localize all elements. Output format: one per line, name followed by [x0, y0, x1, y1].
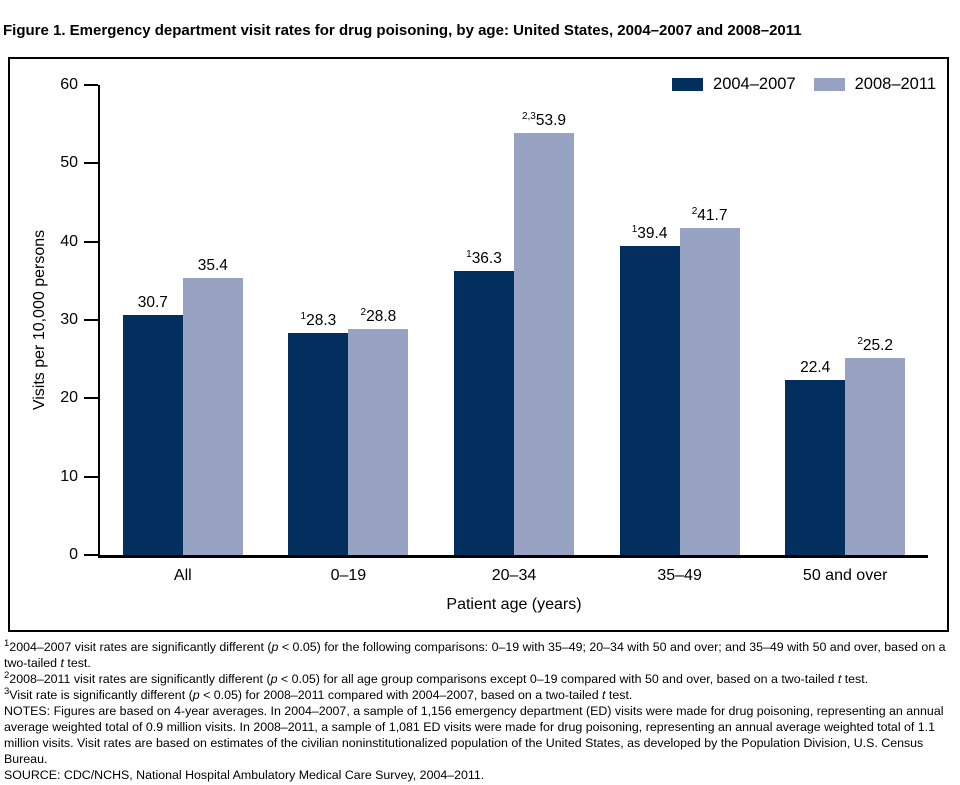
- bar-value-label: 22.4: [800, 358, 831, 376]
- significance-superscript: 1: [300, 311, 307, 323]
- legend-item: 2004–2007: [672, 75, 796, 94]
- bar-value-label: 136.3: [466, 248, 502, 267]
- bar: [122, 314, 183, 555]
- footnote-line: 3Visit rate is significantly different (…: [4, 685, 633, 702]
- footnote-line: NOTES: Figures are based on 4-year avera…: [4, 704, 944, 766]
- y-axis-tick: [84, 554, 98, 556]
- y-axis-tick: [84, 397, 98, 400]
- x-category-label: 20–34: [491, 567, 537, 584]
- y-axis-line: [98, 85, 100, 558]
- footnote-superscript: 2: [4, 669, 10, 681]
- bar-value-label: 35.4: [197, 256, 228, 274]
- bar-value-label: 228.8: [360, 307, 397, 326]
- bar: [845, 357, 906, 555]
- y-axis-title: Visits per 10,000 persons: [31, 229, 48, 411]
- legend: 2004–2007 2008–2011: [672, 75, 936, 94]
- bar: [514, 132, 574, 555]
- bar: [454, 270, 514, 555]
- legend-item: 2008–2011: [813, 75, 936, 94]
- x-axis-line: [98, 555, 928, 558]
- y-axis-tick-label: 50: [60, 154, 78, 172]
- x-category-label: All: [173, 567, 192, 584]
- significance-superscript: 1: [466, 248, 472, 260]
- x-category-label: 35–49: [657, 567, 702, 584]
- footnote-superscript: 1: [4, 637, 10, 649]
- y-axis-tick: [84, 84, 98, 86]
- y-axis-tick-label: 10: [60, 467, 78, 485]
- footnote-line: 22008–2011 visit rates are significantly…: [4, 669, 869, 686]
- x-axis-title: Patient age (years): [446, 596, 582, 613]
- y-axis-tick-label: 30: [60, 311, 78, 328]
- significance-superscript: 2,3: [521, 110, 536, 122]
- figure-title: Figure 1. Emergency department visit rat…: [3, 22, 802, 39]
- plot-area: 0 10 20 30 40 50 60 30.7 35.4 All 128.3 228.8 0–19 13…: [10, 59, 947, 630]
- bar-value-label: 2,353.9: [521, 110, 567, 129]
- bar: [348, 329, 409, 555]
- bar: [679, 228, 740, 555]
- chart-frame: 0 10 20 30 40 50 60 30.7 35.4 All 128.3 228.8 0–19 13…: [8, 57, 949, 632]
- bar-value-label: 241.7: [691, 206, 728, 225]
- y-axis-tick: [84, 475, 98, 478]
- legend-label: 2008–2011: [854, 75, 936, 93]
- y-axis-tick: [84, 240, 98, 243]
- legend-swatch: [813, 78, 845, 91]
- bar: [182, 277, 243, 555]
- significance-superscript: 2: [691, 206, 698, 218]
- bar-value-label: 128.3: [300, 311, 337, 330]
- y-axis-tick-label: 20: [60, 389, 78, 407]
- legend-label: 2004–2007: [713, 75, 796, 93]
- bar-value-label: 139.4: [631, 224, 668, 243]
- bar: [619, 246, 680, 555]
- bar-value-label: 225.2: [857, 335, 894, 354]
- bar: [785, 379, 846, 555]
- y-axis-tick: [84, 162, 98, 165]
- significance-superscript: 2: [360, 307, 367, 319]
- x-category-label: 50 and over: [802, 567, 888, 584]
- footnotes: 12004–2007 visit rates are significantly…: [4, 639, 956, 783]
- bar: [288, 333, 349, 555]
- footnote-line: 12004–2007 visit rates are significantly…: [4, 637, 946, 670]
- y-axis-tick-label: 40: [60, 232, 78, 250]
- footnote-line: SOURCE: CDC/NCHS, National Hospital Ambu…: [4, 768, 485, 782]
- y-axis-tick-label: 0: [69, 546, 78, 563]
- footnote-superscript: 3: [4, 685, 10, 697]
- significance-superscript: 1: [631, 224, 638, 236]
- significance-superscript: 2: [857, 335, 863, 347]
- x-category-label: 0–19: [330, 567, 367, 584]
- y-axis-tick: [84, 319, 98, 321]
- bar-value-label: 30.7: [137, 293, 168, 311]
- legend-swatch: [672, 78, 704, 91]
- y-axis-tick-label: 60: [60, 76, 78, 93]
